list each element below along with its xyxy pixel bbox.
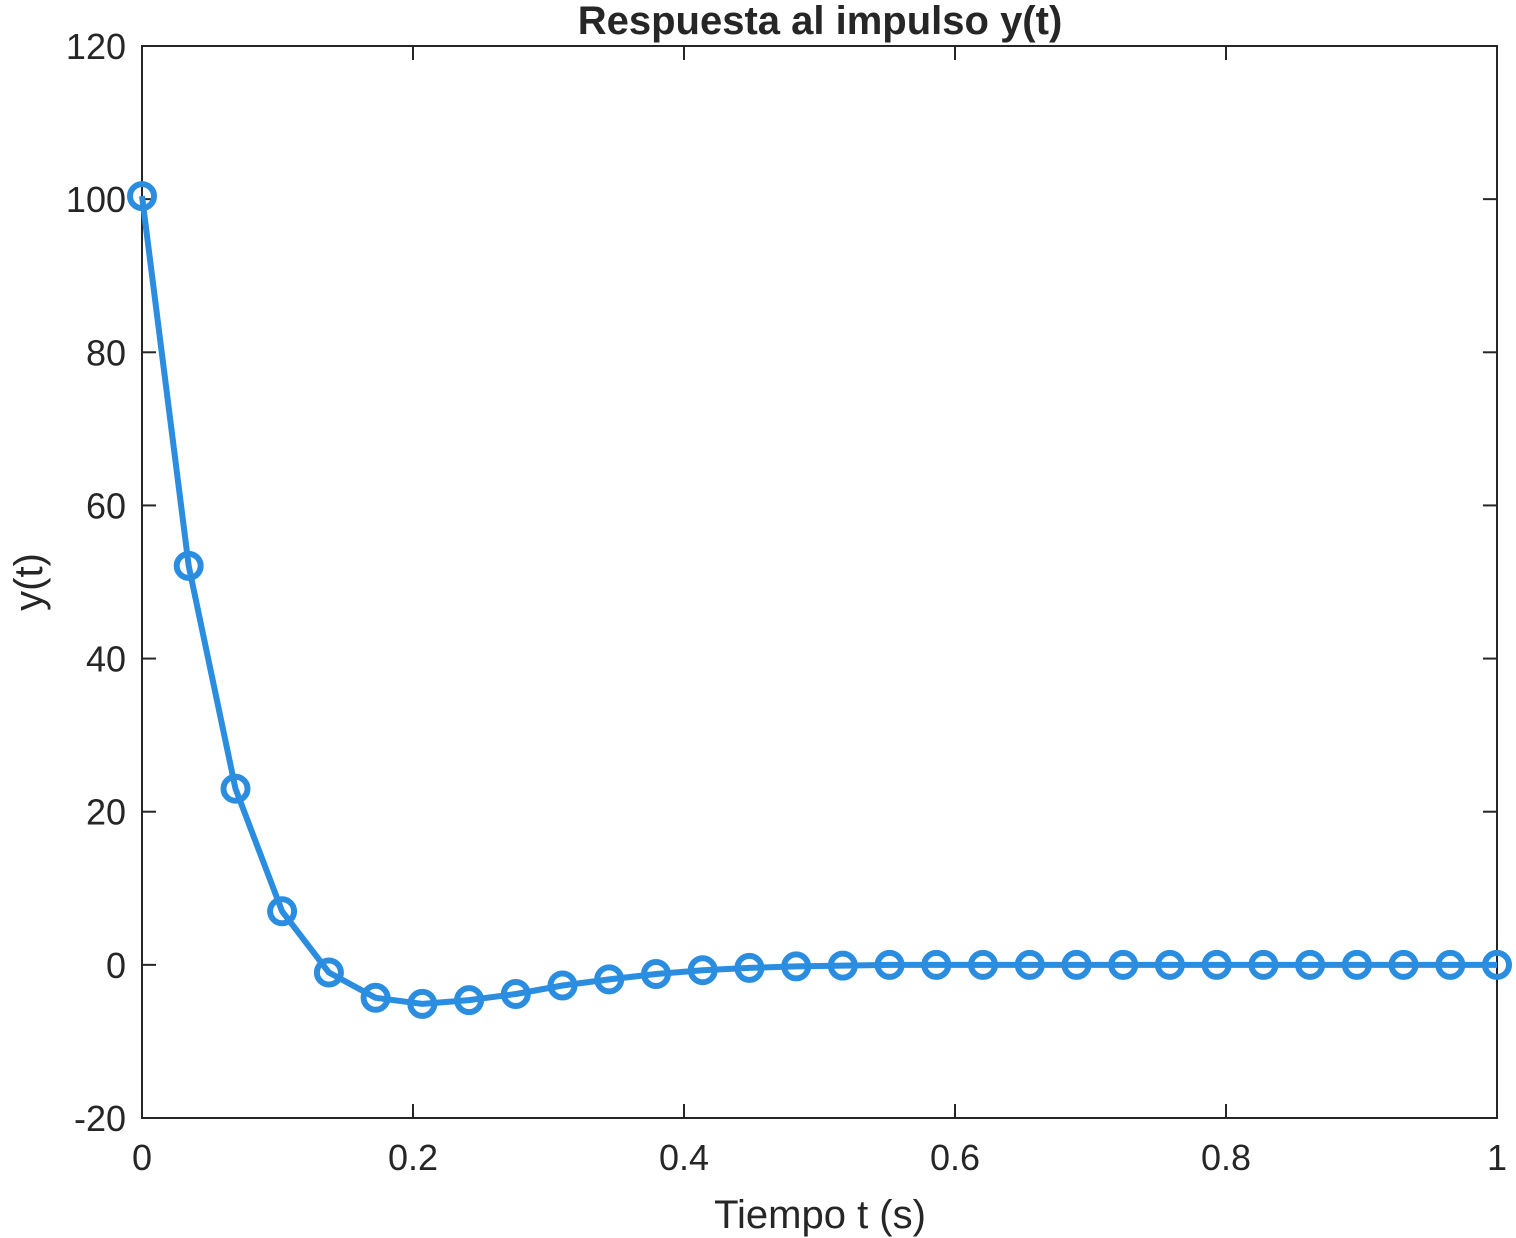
data-point (594, 964, 625, 995)
series-layer (127, 181, 1512, 1019)
x-axis-label: Tiempo t (s) (714, 1193, 926, 1237)
chart-title: Respuesta al impulso y(t) (578, 0, 1063, 43)
data-point (1341, 949, 1372, 980)
data-point (968, 949, 998, 980)
data-point (1108, 949, 1139, 980)
y-tick-label: 20 (86, 792, 126, 833)
plot-background (142, 46, 1497, 1118)
data-point (173, 550, 204, 581)
data-point (127, 181, 157, 212)
data-point (1014, 949, 1045, 980)
y-axis-label: y(t) (7, 553, 51, 611)
y-tick-label: 100 (66, 179, 126, 220)
x-tick-label: 0.4 (659, 1137, 709, 1178)
data-point (547, 970, 578, 1001)
y-tick-label: 120 (66, 26, 126, 67)
y-tick-label: 40 (86, 639, 126, 680)
data-point (267, 896, 298, 927)
data-point (1201, 949, 1232, 980)
y-tick-label: 60 (86, 485, 126, 526)
data-point (827, 950, 858, 981)
data-point (641, 959, 671, 989)
axes-box (141, 45, 1498, 1119)
data-point (313, 957, 344, 988)
y-tick-label: -20 (74, 1098, 126, 1139)
x-tick-label: 1 (1487, 1137, 1507, 1178)
data-point (1061, 949, 1092, 980)
x-tick-label: 0 (132, 1137, 152, 1178)
y-tick-label: 80 (86, 332, 126, 373)
data-point (874, 949, 905, 980)
data-point (687, 955, 718, 986)
x-tick-label: 0.8 (1201, 1137, 1251, 1178)
data-point (500, 979, 531, 1009)
data-point (1154, 949, 1185, 980)
data-point (360, 982, 391, 1013)
y-tick-label: 0 (106, 945, 126, 986)
x-tick-label: 0.6 (930, 1137, 980, 1178)
data-point (220, 773, 251, 804)
data-point (1435, 949, 1466, 980)
data-point (1248, 949, 1279, 980)
data-point (734, 952, 765, 983)
data-point (921, 949, 952, 980)
data-point (1295, 949, 1326, 980)
data-point (781, 951, 812, 982)
data-point (407, 988, 438, 1019)
series-line (139, 195, 1497, 1007)
data-point (1482, 949, 1512, 980)
x-tick-label: 0.2 (388, 1137, 438, 1178)
data-point (454, 985, 485, 1016)
data-point (1388, 949, 1419, 980)
